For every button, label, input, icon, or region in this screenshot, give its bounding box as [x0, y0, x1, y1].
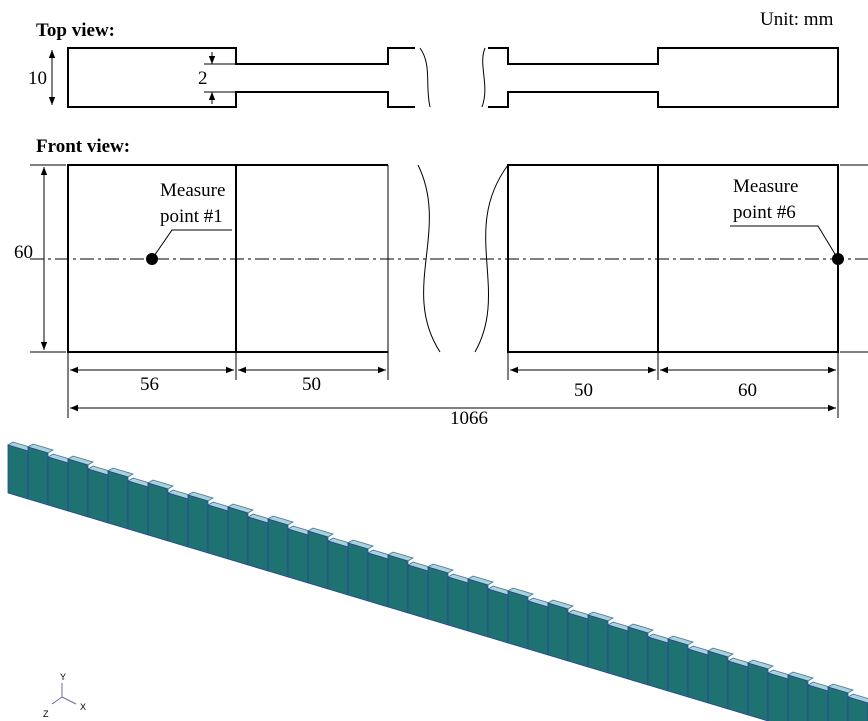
panel	[468, 579, 488, 637]
dimension: 50	[302, 374, 321, 395]
panel	[588, 615, 608, 673]
panel	[428, 567, 448, 625]
panel	[568, 613, 588, 667]
panel	[88, 469, 108, 523]
panel	[188, 495, 208, 553]
dimension: 60	[738, 380, 757, 401]
panel	[108, 471, 128, 529]
unit: Unit: mm	[760, 9, 834, 30]
panel	[628, 627, 648, 685]
panel	[28, 447, 48, 505]
axis-label: X	[80, 702, 86, 712]
panel	[408, 565, 428, 619]
panel	[728, 661, 748, 715]
panel	[308, 531, 328, 589]
panel	[48, 457, 68, 511]
panel	[368, 553, 388, 607]
panel	[828, 687, 848, 721]
panel	[68, 459, 88, 517]
panel	[548, 603, 568, 661]
panel	[788, 675, 808, 721]
label: Measure	[733, 176, 798, 197]
panel	[388, 555, 408, 613]
panel	[488, 589, 508, 643]
label: Measure	[160, 180, 225, 201]
label: 10	[28, 68, 47, 89]
label: 60	[14, 242, 33, 263]
panel	[528, 601, 548, 655]
label: 2	[198, 68, 208, 89]
panel	[448, 577, 468, 631]
panel	[688, 649, 708, 703]
title: Top view:	[36, 20, 115, 41]
axis-label: Y	[60, 672, 66, 682]
panel	[268, 519, 288, 577]
label: point #1	[160, 206, 223, 227]
panel	[168, 493, 188, 547]
model	[8, 442, 868, 721]
panel	[208, 505, 228, 559]
panel	[148, 483, 168, 541]
panel	[228, 507, 248, 565]
panel	[668, 639, 688, 697]
panel	[128, 481, 148, 535]
panel	[708, 651, 728, 709]
panel	[768, 673, 788, 721]
top-outline	[52, 48, 838, 107]
axis-label: Z	[43, 709, 49, 719]
panel	[648, 637, 668, 691]
panel	[508, 591, 528, 649]
panel	[288, 529, 308, 583]
panel	[8, 445, 28, 499]
title: Front view:	[36, 136, 130, 157]
panel	[328, 541, 348, 595]
dimension: 50	[574, 380, 593, 401]
panel	[748, 663, 768, 721]
drawing: Top view: Unit: mm 10 2 Front view: 60 M…	[0, 0, 868, 721]
dimension: 1066	[450, 408, 488, 429]
panel	[348, 543, 368, 601]
panel	[808, 685, 828, 721]
dimension: 56	[140, 374, 159, 395]
panel	[248, 517, 268, 571]
label: point #6	[733, 202, 796, 223]
axis-triad	[52, 683, 76, 704]
panel	[608, 625, 628, 679]
